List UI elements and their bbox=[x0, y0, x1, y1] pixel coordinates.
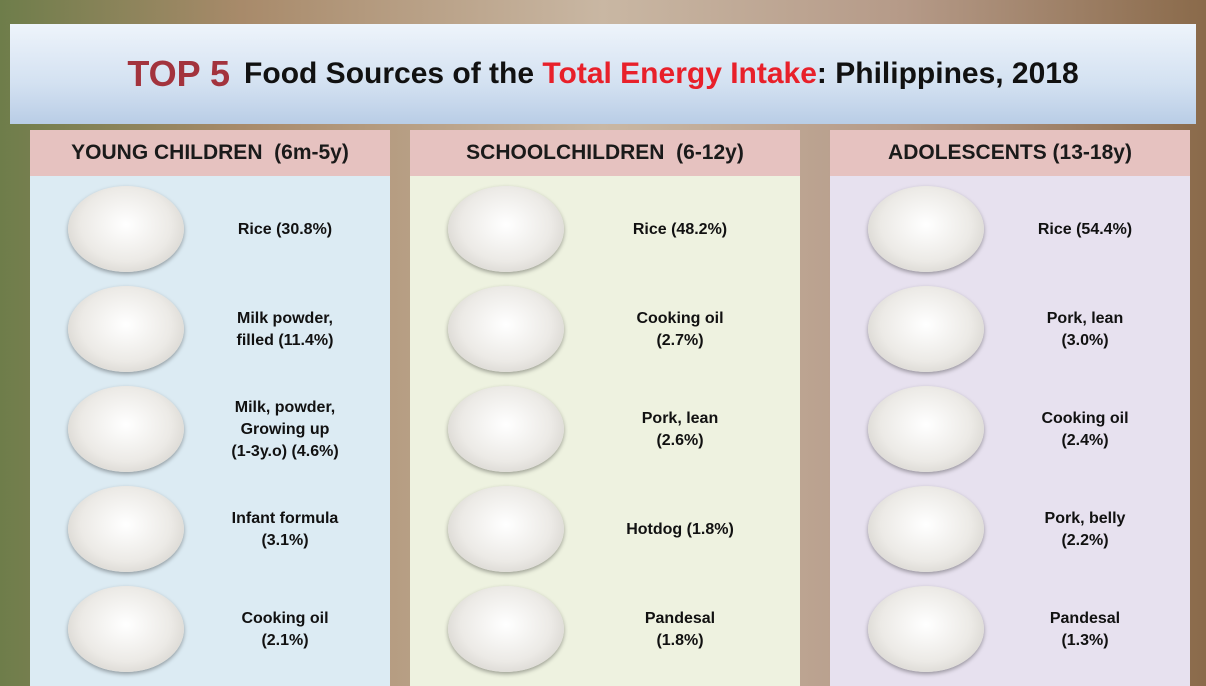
label-line: (2.2%) bbox=[1061, 530, 1108, 552]
food-label: Cooking oil(2.4%) bbox=[990, 382, 1180, 478]
title-text: : Philippines, 2018 bbox=[817, 57, 1079, 91]
food-item: Pork, belly(2.2%) bbox=[830, 482, 1190, 578]
food-item: Pork, lean(3.0%) bbox=[830, 282, 1190, 378]
food-image bbox=[448, 486, 564, 572]
food-item: Pork, lean(2.6%) bbox=[410, 382, 800, 478]
label-line: Rice (54.4%) bbox=[1038, 219, 1132, 241]
food-label: Pandesal(1.8%) bbox=[570, 582, 790, 678]
food-item: Infant formula(3.1%) bbox=[30, 482, 390, 578]
label-line: Cooking oil bbox=[241, 608, 328, 630]
food-image bbox=[448, 186, 564, 272]
food-item: Hotdog (1.8%) bbox=[410, 482, 800, 578]
label-line: Pork, belly bbox=[1045, 508, 1126, 530]
food-label: Hotdog (1.8%) bbox=[570, 482, 790, 578]
column: ADOLESCENTS (13-18y) Rice (54.4%) Pork, le… bbox=[830, 130, 1190, 686]
food-image bbox=[868, 386, 984, 472]
title-bar: TOP 5 Food Sources of the Total Energy In… bbox=[10, 24, 1196, 124]
food-item: Pandesal(1.8%) bbox=[410, 582, 800, 678]
food-item: Cooking oil(2.1%) bbox=[30, 582, 390, 678]
food-image bbox=[868, 586, 984, 672]
food-label: Rice (54.4%) bbox=[990, 182, 1180, 278]
title-highlight: Total Energy Intake bbox=[542, 57, 817, 91]
food-image bbox=[68, 486, 184, 572]
food-label: Milk powder,filled (11.4%) bbox=[190, 282, 380, 378]
food-image bbox=[868, 486, 984, 572]
label-line: Hotdog (1.8%) bbox=[626, 519, 734, 541]
label-line: (1.8%) bbox=[656, 630, 703, 652]
label-line: (3.1%) bbox=[261, 530, 308, 552]
label-line: Pork, lean bbox=[642, 408, 718, 430]
label-line: (1.3%) bbox=[1061, 630, 1108, 652]
food-item: Cooking oil(2.7%) bbox=[410, 282, 800, 378]
label-line: Pandesal bbox=[645, 608, 715, 630]
food-image bbox=[448, 586, 564, 672]
food-label: Cooking oil(2.1%) bbox=[190, 582, 380, 678]
label-line: Milk, powder, bbox=[235, 397, 335, 419]
food-item: Pandesal(1.3%) bbox=[830, 582, 1190, 678]
food-item: Cooking oil(2.4%) bbox=[830, 382, 1190, 478]
title-text: Food Sources of the bbox=[244, 57, 534, 91]
food-image bbox=[68, 586, 184, 672]
infographic: TOP 5 Food Sources of the Total Energy In… bbox=[0, 0, 1206, 686]
food-label: Infant formula(3.1%) bbox=[190, 482, 380, 578]
food-image bbox=[448, 386, 564, 472]
label-line: Cooking oil bbox=[636, 308, 723, 330]
food-image bbox=[448, 286, 564, 372]
food-label: Pandesal(1.3%) bbox=[990, 582, 1180, 678]
food-image bbox=[68, 286, 184, 372]
food-item: Rice (54.4%) bbox=[830, 182, 1190, 278]
column-header: ADOLESCENTS (13-18y) bbox=[830, 130, 1190, 176]
food-item: Rice (30.8%) bbox=[30, 182, 390, 278]
column-header: SCHOOLCHILDREN (6-12y) bbox=[410, 130, 800, 176]
label-line: Rice (48.2%) bbox=[633, 219, 727, 241]
column: SCHOOLCHILDREN (6-12y) Rice (48.2%) Cookin… bbox=[410, 130, 800, 686]
food-item: Rice (48.2%) bbox=[410, 182, 800, 278]
label-line: Pandesal bbox=[1050, 608, 1120, 630]
food-label: Pork, lean(2.6%) bbox=[570, 382, 790, 478]
label-line: (2.1%) bbox=[261, 630, 308, 652]
title-lead: TOP 5 bbox=[127, 53, 230, 95]
column: YOUNG CHILDREN (6m-5y) Rice (30.8%) Milk p… bbox=[30, 130, 390, 686]
label-line: Milk powder, bbox=[237, 308, 333, 330]
food-image bbox=[68, 386, 184, 472]
label-line: (2.7%) bbox=[656, 330, 703, 352]
food-image bbox=[68, 186, 184, 272]
label-line: Growing up bbox=[241, 419, 330, 441]
food-item: Milk powder,filled (11.4%) bbox=[30, 282, 390, 378]
food-item: Milk, powder,Growing up(1-3y.o) (4.6%) bbox=[30, 382, 390, 478]
label-line: Infant formula bbox=[232, 508, 339, 530]
label-line: filled (11.4%) bbox=[237, 330, 334, 352]
food-label: Cooking oil(2.7%) bbox=[570, 282, 790, 378]
label-line: (2.6%) bbox=[656, 430, 703, 452]
food-label: Pork, lean(3.0%) bbox=[990, 282, 1180, 378]
label-line: (1-3y.o) (4.6%) bbox=[231, 441, 338, 463]
food-label: Milk, powder,Growing up(1-3y.o) (4.6%) bbox=[190, 382, 380, 478]
label-line: Rice (30.8%) bbox=[238, 219, 332, 241]
food-image bbox=[868, 286, 984, 372]
food-image bbox=[868, 186, 984, 272]
food-label: Rice (48.2%) bbox=[570, 182, 790, 278]
food-label: Rice (30.8%) bbox=[190, 182, 380, 278]
label-line: (2.4%) bbox=[1061, 430, 1108, 452]
label-line: (3.0%) bbox=[1061, 330, 1108, 352]
label-line: Cooking oil bbox=[1041, 408, 1128, 430]
column-header: YOUNG CHILDREN (6m-5y) bbox=[30, 130, 390, 176]
food-label: Pork, belly(2.2%) bbox=[990, 482, 1180, 578]
label-line: Pork, lean bbox=[1047, 308, 1123, 330]
